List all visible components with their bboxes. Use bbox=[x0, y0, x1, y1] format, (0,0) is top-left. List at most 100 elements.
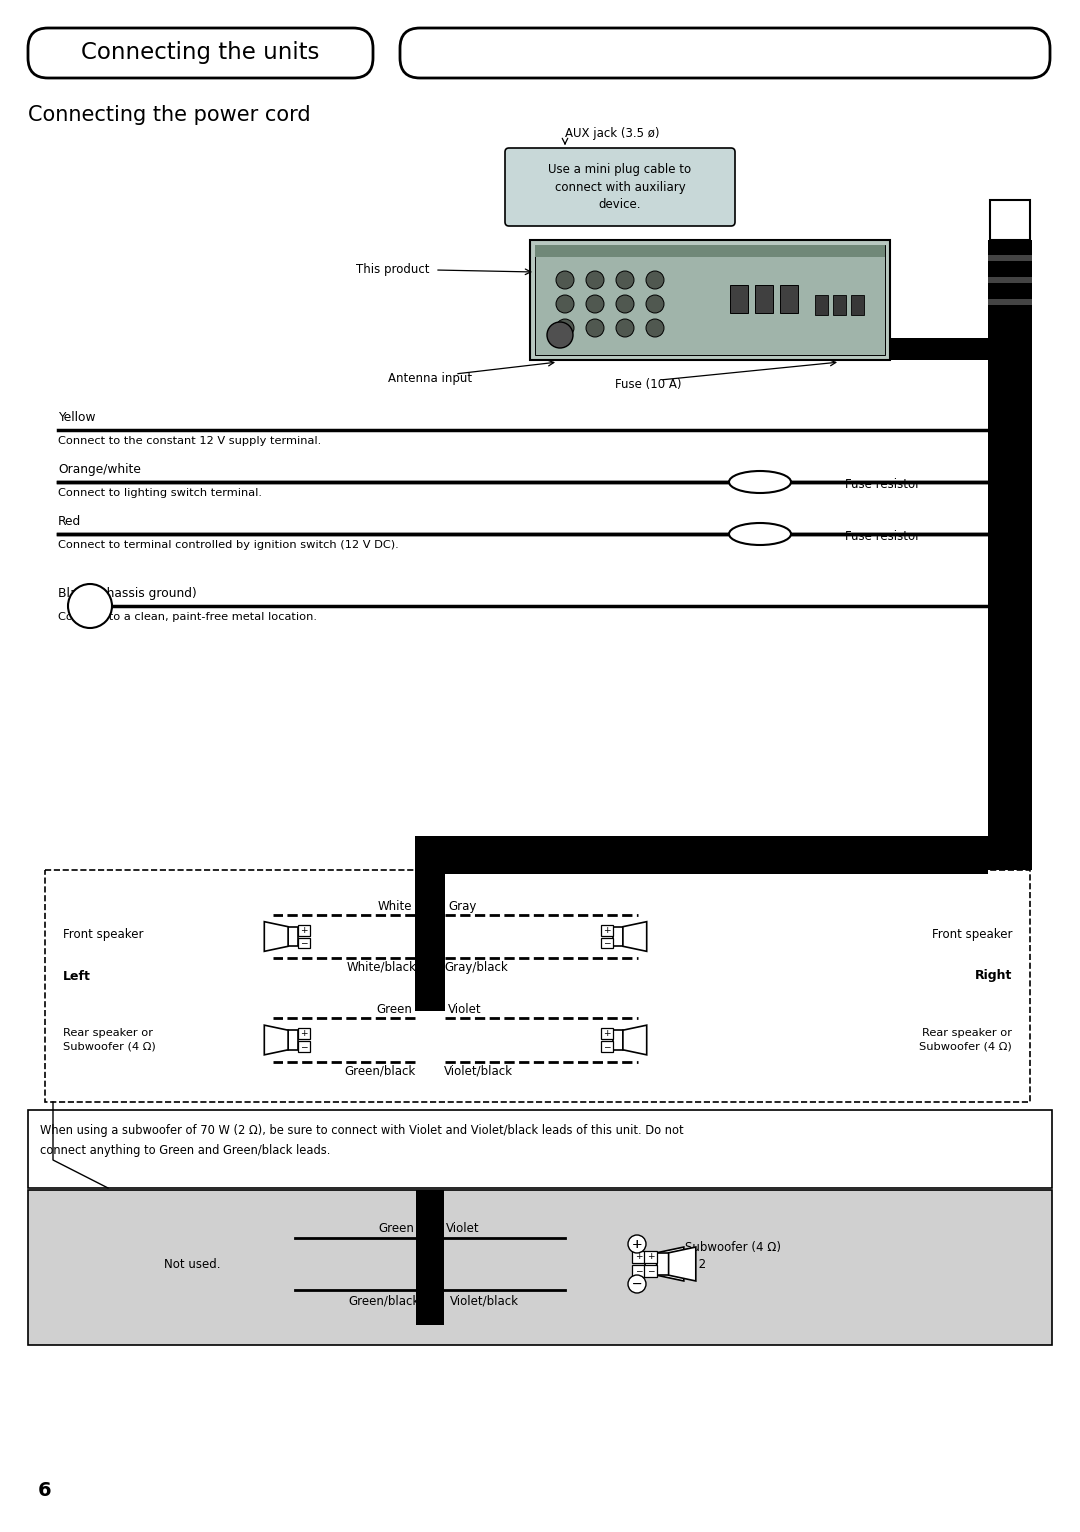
Bar bbox=[988, 840, 1032, 870]
Text: Violet/black: Violet/black bbox=[450, 1295, 519, 1307]
Text: Right: Right bbox=[974, 970, 1012, 982]
FancyBboxPatch shape bbox=[400, 28, 1050, 78]
Text: Left: Left bbox=[63, 970, 91, 982]
Bar bbox=[535, 245, 885, 355]
Bar bbox=[288, 1030, 298, 1049]
Bar bbox=[535, 245, 885, 257]
Text: 6: 6 bbox=[38, 1481, 52, 1500]
Circle shape bbox=[627, 1235, 646, 1253]
Bar bbox=[851, 296, 864, 316]
Bar bbox=[644, 1265, 658, 1278]
Polygon shape bbox=[623, 922, 647, 951]
Text: When using a subwoofer of 70 W (2 Ω), be sure to connect with Violet and Violet/: When using a subwoofer of 70 W (2 Ω), be… bbox=[40, 1124, 684, 1137]
Text: Front speaker: Front speaker bbox=[931, 928, 1012, 941]
Bar bbox=[28, 1190, 1052, 1345]
Circle shape bbox=[616, 296, 634, 313]
Bar bbox=[815, 296, 828, 316]
Text: Rear speaker or
Subwoofer (4 Ω): Rear speaker or Subwoofer (4 Ω) bbox=[919, 1028, 1012, 1051]
Bar bbox=[298, 938, 310, 948]
Circle shape bbox=[586, 296, 604, 313]
Circle shape bbox=[586, 271, 604, 290]
Bar bbox=[298, 1028, 310, 1039]
FancyBboxPatch shape bbox=[28, 28, 373, 78]
Polygon shape bbox=[265, 922, 288, 951]
Circle shape bbox=[616, 271, 634, 290]
Bar bbox=[644, 1250, 658, 1262]
Bar bbox=[990, 201, 1030, 241]
Text: −: − bbox=[300, 938, 308, 947]
Text: +: + bbox=[300, 925, 308, 935]
Text: Fuse (10 A): Fuse (10 A) bbox=[615, 378, 681, 391]
Circle shape bbox=[68, 584, 112, 628]
Text: This product: This product bbox=[356, 264, 430, 276]
Circle shape bbox=[556, 319, 573, 337]
Text: −: − bbox=[647, 1267, 654, 1276]
Text: +: + bbox=[604, 1030, 611, 1039]
Text: −: − bbox=[632, 1278, 643, 1290]
Bar bbox=[988, 241, 1032, 870]
Bar bbox=[288, 927, 298, 947]
Circle shape bbox=[646, 319, 664, 337]
Text: connect anything to Green and Green/black leads.: connect anything to Green and Green/blac… bbox=[40, 1144, 330, 1157]
Text: Connect to terminal controlled by ignition switch (12 V DC).: Connect to terminal controlled by igniti… bbox=[58, 539, 399, 550]
Ellipse shape bbox=[729, 470, 791, 493]
Text: +: + bbox=[300, 1030, 308, 1039]
Polygon shape bbox=[669, 1247, 696, 1281]
Bar bbox=[602, 925, 613, 936]
Text: −: − bbox=[604, 1042, 611, 1051]
Text: +: + bbox=[632, 1238, 643, 1250]
Bar bbox=[833, 296, 846, 316]
Text: Use a mini plug cable to
connect with auxiliary
device.: Use a mini plug cable to connect with au… bbox=[549, 162, 691, 211]
Ellipse shape bbox=[729, 522, 791, 545]
Bar bbox=[632, 1265, 646, 1278]
Text: Gray/black: Gray/black bbox=[444, 961, 508, 974]
Text: Front speaker: Front speaker bbox=[63, 928, 144, 941]
Bar bbox=[613, 927, 623, 947]
Text: Black (chassis ground): Black (chassis ground) bbox=[58, 587, 197, 601]
Circle shape bbox=[646, 296, 664, 313]
Text: Antenna input: Antenna input bbox=[388, 372, 472, 385]
Bar bbox=[988, 254, 1032, 260]
Text: Green: Green bbox=[378, 1223, 414, 1235]
Bar bbox=[613, 1030, 623, 1049]
Text: Connecting the units: Connecting the units bbox=[81, 41, 320, 64]
Bar bbox=[730, 285, 748, 313]
Bar bbox=[658, 1253, 669, 1275]
Bar bbox=[416, 1190, 444, 1325]
Text: +: + bbox=[635, 1253, 643, 1261]
Bar bbox=[298, 925, 310, 936]
Circle shape bbox=[586, 319, 604, 337]
Polygon shape bbox=[657, 1247, 684, 1281]
Circle shape bbox=[646, 271, 664, 290]
Text: Violet/black: Violet/black bbox=[444, 1065, 513, 1079]
Circle shape bbox=[546, 322, 573, 348]
Text: Red: Red bbox=[58, 515, 81, 529]
Bar bbox=[602, 1028, 613, 1039]
Polygon shape bbox=[265, 1025, 288, 1056]
Text: Green/black: Green/black bbox=[349, 1295, 420, 1307]
Text: −: − bbox=[300, 1042, 308, 1051]
Text: Violet: Violet bbox=[446, 1223, 480, 1235]
Bar bbox=[755, 285, 773, 313]
Text: Green/black: Green/black bbox=[345, 1065, 416, 1079]
Text: Green: Green bbox=[376, 1003, 411, 1016]
Bar bbox=[415, 836, 988, 873]
Polygon shape bbox=[623, 1025, 647, 1056]
Text: Connect to lighting switch terminal.: Connect to lighting switch terminal. bbox=[58, 489, 262, 498]
Text: Connecting the power cord: Connecting the power cord bbox=[28, 106, 311, 126]
Text: Not used.: Not used. bbox=[163, 1258, 220, 1270]
Text: +: + bbox=[632, 1238, 643, 1250]
Text: Connect to a clean, paint-free metal location.: Connect to a clean, paint-free metal loc… bbox=[58, 611, 318, 622]
Bar bbox=[890, 339, 988, 360]
Bar bbox=[45, 870, 1030, 1102]
Bar bbox=[28, 1111, 1052, 1187]
FancyBboxPatch shape bbox=[505, 149, 735, 227]
Text: +: + bbox=[604, 925, 611, 935]
Text: Rear speaker or
Subwoofer (4 Ω): Rear speaker or Subwoofer (4 Ω) bbox=[63, 1028, 156, 1051]
Text: Gray: Gray bbox=[448, 899, 476, 913]
Bar bbox=[530, 241, 890, 360]
Bar bbox=[415, 836, 445, 1011]
Text: Orange/white: Orange/white bbox=[58, 463, 140, 476]
Bar bbox=[602, 938, 613, 948]
Bar bbox=[298, 1042, 310, 1051]
